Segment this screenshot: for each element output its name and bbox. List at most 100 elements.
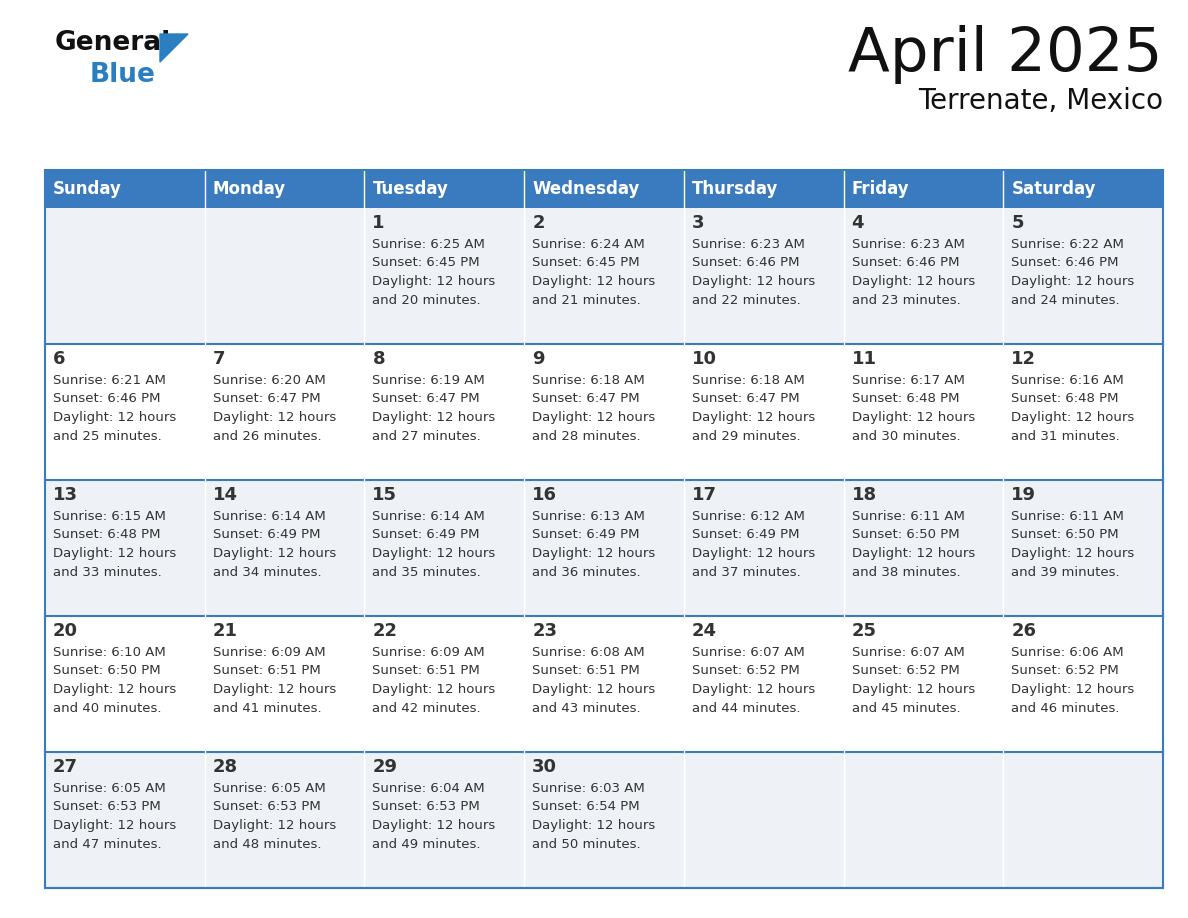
Text: Daylight: 12 hours: Daylight: 12 hours — [1011, 547, 1135, 560]
Text: Sunrise: 6:15 AM: Sunrise: 6:15 AM — [53, 510, 166, 523]
Text: Daylight: 12 hours: Daylight: 12 hours — [852, 275, 975, 288]
Text: Sunset: 6:45 PM: Sunset: 6:45 PM — [532, 256, 640, 270]
Text: Sunset: 6:46 PM: Sunset: 6:46 PM — [53, 393, 160, 406]
Text: 11: 11 — [852, 350, 877, 368]
Text: Daylight: 12 hours: Daylight: 12 hours — [532, 411, 656, 424]
Text: Friday: Friday — [852, 180, 909, 198]
Text: and 48 minutes.: and 48 minutes. — [213, 837, 321, 850]
Bar — [204, 480, 365, 616]
Text: Sunrise: 6:24 AM: Sunrise: 6:24 AM — [532, 238, 645, 251]
Text: and 44 minutes.: and 44 minutes. — [691, 701, 801, 714]
Bar — [524, 170, 684, 208]
Text: Sunset: 6:46 PM: Sunset: 6:46 PM — [852, 256, 959, 270]
Bar — [684, 170, 843, 208]
Text: 8: 8 — [372, 350, 385, 368]
Text: Sunset: 6:47 PM: Sunset: 6:47 PM — [372, 393, 480, 406]
Text: 6: 6 — [53, 350, 65, 368]
Text: Sunset: 6:46 PM: Sunset: 6:46 PM — [1011, 256, 1119, 270]
Bar — [365, 480, 524, 616]
Text: and 50 minutes.: and 50 minutes. — [532, 837, 640, 850]
Bar — [524, 208, 684, 344]
Text: Sunset: 6:51 PM: Sunset: 6:51 PM — [372, 665, 480, 677]
Text: Sunset: 6:53 PM: Sunset: 6:53 PM — [372, 800, 480, 813]
Text: Tuesday: Tuesday — [372, 180, 448, 198]
Text: 28: 28 — [213, 758, 238, 776]
Text: 19: 19 — [1011, 486, 1036, 504]
Text: and 23 minutes.: and 23 minutes. — [852, 294, 960, 307]
Text: Sunrise: 6:12 AM: Sunrise: 6:12 AM — [691, 510, 804, 523]
Text: 17: 17 — [691, 486, 716, 504]
Text: Sunset: 6:50 PM: Sunset: 6:50 PM — [1011, 529, 1119, 542]
Bar — [45, 344, 204, 480]
Text: April 2025: April 2025 — [848, 25, 1163, 84]
Text: and 41 minutes.: and 41 minutes. — [213, 701, 321, 714]
Text: Daylight: 12 hours: Daylight: 12 hours — [691, 275, 815, 288]
Bar — [1004, 208, 1163, 344]
Bar — [843, 752, 1004, 888]
Bar — [204, 344, 365, 480]
Text: General: General — [55, 30, 171, 56]
Bar — [524, 344, 684, 480]
Text: and 20 minutes.: and 20 minutes. — [372, 294, 481, 307]
Text: Sunrise: 6:03 AM: Sunrise: 6:03 AM — [532, 782, 645, 795]
Text: Daylight: 12 hours: Daylight: 12 hours — [213, 819, 336, 832]
Text: Monday: Monday — [213, 180, 286, 198]
Text: Sunday: Sunday — [53, 180, 122, 198]
Text: and 30 minutes.: and 30 minutes. — [852, 430, 960, 442]
Text: Sunrise: 6:18 AM: Sunrise: 6:18 AM — [532, 374, 645, 387]
Text: 3: 3 — [691, 214, 704, 232]
Text: Daylight: 12 hours: Daylight: 12 hours — [53, 683, 176, 696]
Text: Daylight: 12 hours: Daylight: 12 hours — [532, 275, 656, 288]
Text: Sunrise: 6:05 AM: Sunrise: 6:05 AM — [213, 782, 326, 795]
Text: and 25 minutes.: and 25 minutes. — [53, 430, 162, 442]
Text: 4: 4 — [852, 214, 864, 232]
Text: Sunset: 6:48 PM: Sunset: 6:48 PM — [1011, 393, 1119, 406]
Text: Sunset: 6:52 PM: Sunset: 6:52 PM — [1011, 665, 1119, 677]
Bar — [1004, 480, 1163, 616]
Text: Sunrise: 6:16 AM: Sunrise: 6:16 AM — [1011, 374, 1124, 387]
Text: and 49 minutes.: and 49 minutes. — [372, 837, 481, 850]
Text: Sunrise: 6:09 AM: Sunrise: 6:09 AM — [213, 646, 326, 659]
Bar — [524, 752, 684, 888]
Text: 5: 5 — [1011, 214, 1024, 232]
Text: Sunrise: 6:14 AM: Sunrise: 6:14 AM — [213, 510, 326, 523]
Text: and 37 minutes.: and 37 minutes. — [691, 565, 801, 578]
Text: Daylight: 12 hours: Daylight: 12 hours — [372, 547, 495, 560]
Text: 2: 2 — [532, 214, 544, 232]
Text: and 39 minutes.: and 39 minutes. — [1011, 565, 1120, 578]
Text: and 34 minutes.: and 34 minutes. — [213, 565, 321, 578]
Text: Sunrise: 6:20 AM: Sunrise: 6:20 AM — [213, 374, 326, 387]
Bar — [204, 170, 365, 208]
Text: Daylight: 12 hours: Daylight: 12 hours — [532, 819, 656, 832]
Text: Daylight: 12 hours: Daylight: 12 hours — [372, 819, 495, 832]
Bar — [684, 616, 843, 752]
Text: and 28 minutes.: and 28 minutes. — [532, 430, 640, 442]
Text: Sunset: 6:52 PM: Sunset: 6:52 PM — [852, 665, 960, 677]
Text: 10: 10 — [691, 350, 716, 368]
Text: Daylight: 12 hours: Daylight: 12 hours — [372, 411, 495, 424]
Text: 9: 9 — [532, 350, 544, 368]
Text: Daylight: 12 hours: Daylight: 12 hours — [213, 411, 336, 424]
Text: Sunrise: 6:18 AM: Sunrise: 6:18 AM — [691, 374, 804, 387]
Text: Sunrise: 6:10 AM: Sunrise: 6:10 AM — [53, 646, 166, 659]
Bar — [45, 170, 1163, 888]
Text: Sunrise: 6:05 AM: Sunrise: 6:05 AM — [53, 782, 166, 795]
Text: 21: 21 — [213, 622, 238, 640]
Text: Thursday: Thursday — [691, 180, 778, 198]
Text: and 26 minutes.: and 26 minutes. — [213, 430, 321, 442]
Bar — [204, 616, 365, 752]
Text: Sunrise: 6:22 AM: Sunrise: 6:22 AM — [1011, 238, 1124, 251]
Text: Daylight: 12 hours: Daylight: 12 hours — [852, 547, 975, 560]
Text: Sunrise: 6:11 AM: Sunrise: 6:11 AM — [852, 510, 965, 523]
Text: Sunset: 6:50 PM: Sunset: 6:50 PM — [53, 665, 160, 677]
Text: Saturday: Saturday — [1011, 180, 1095, 198]
Text: 18: 18 — [852, 486, 877, 504]
Bar — [843, 480, 1004, 616]
Text: Daylight: 12 hours: Daylight: 12 hours — [53, 819, 176, 832]
Text: and 22 minutes.: and 22 minutes. — [691, 294, 801, 307]
Text: Sunset: 6:49 PM: Sunset: 6:49 PM — [372, 529, 480, 542]
Text: Sunrise: 6:11 AM: Sunrise: 6:11 AM — [1011, 510, 1124, 523]
Text: Daylight: 12 hours: Daylight: 12 hours — [53, 411, 176, 424]
Bar — [843, 616, 1004, 752]
Bar — [1004, 170, 1163, 208]
